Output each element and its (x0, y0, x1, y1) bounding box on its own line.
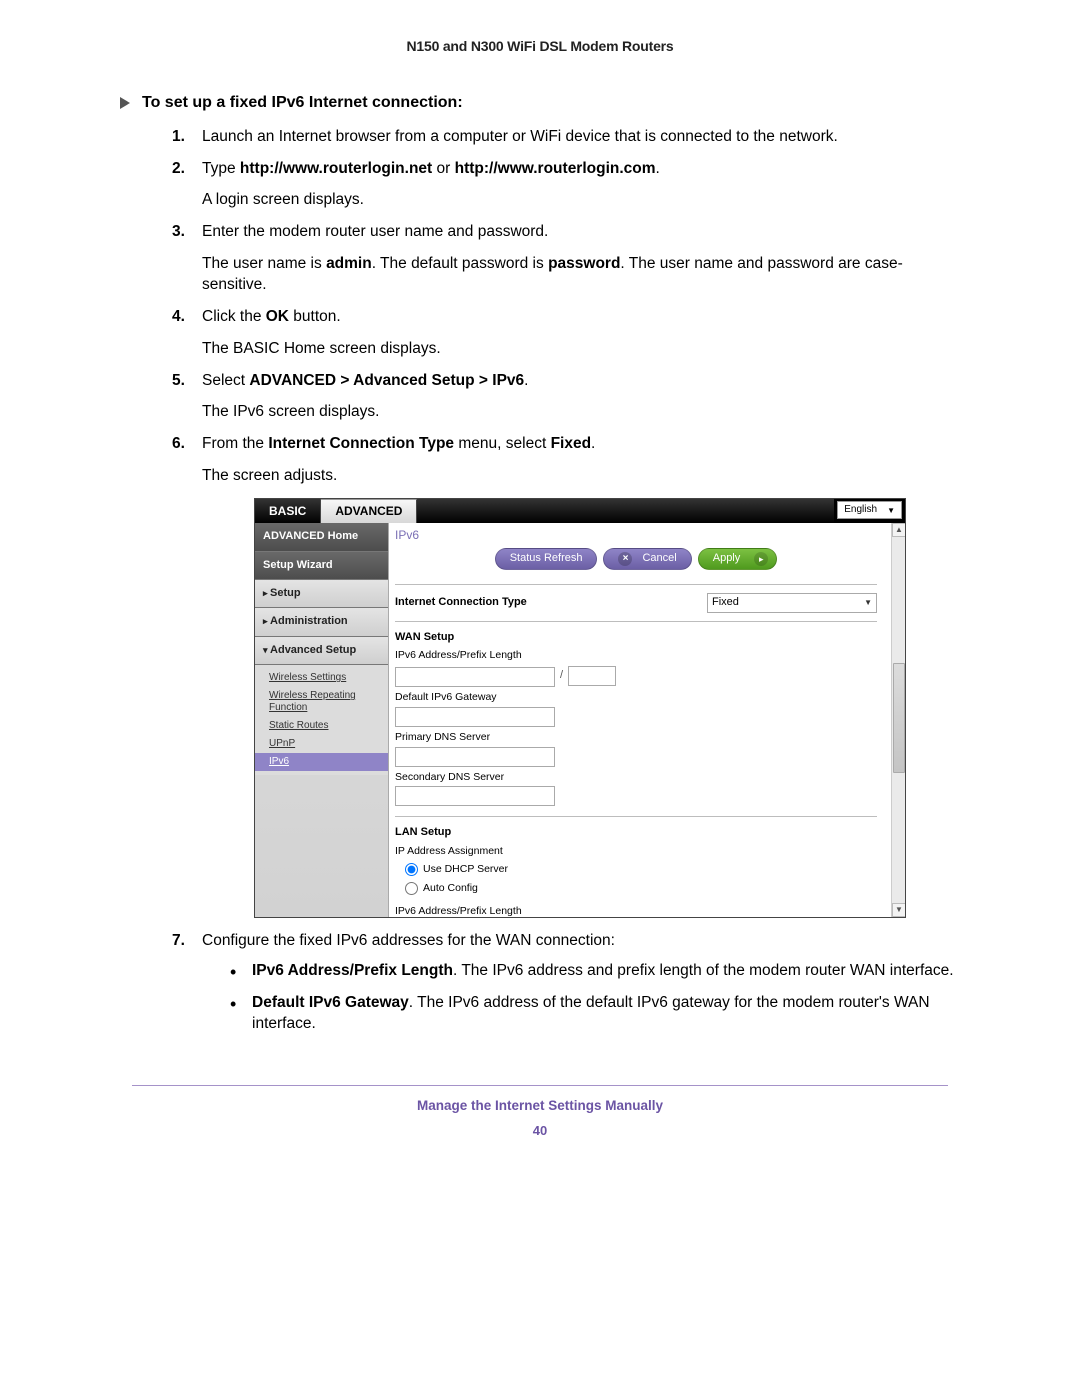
step-2-text: Type http://www.routerlogin.net or http:… (202, 160, 660, 177)
scroll-up-icon[interactable]: ▲ (892, 523, 905, 537)
sidebar-link-upnp[interactable]: UPnP (255, 735, 388, 753)
radio-auto-label: Auto Config (423, 881, 478, 896)
close-icon: × (618, 552, 632, 566)
tab-bar: BASIC ADVANCED English ▼ (255, 499, 905, 523)
sidebar-item-admin[interactable]: Administration (255, 608, 388, 636)
connection-type-value: Fixed (712, 595, 739, 610)
secondary-dns-label: Secondary DNS Server (395, 770, 877, 785)
ipv6-address-input[interactable] (395, 667, 555, 687)
sidebar-link-repeating[interactable]: Wireless Repeating Function (255, 687, 388, 717)
step-6-text: From the Internet Connection Type menu, … (202, 435, 595, 452)
sidebar-link-wireless[interactable]: Wireless Settings (255, 669, 388, 687)
step-4-text: Click the OK button. (202, 308, 341, 325)
scroll-thumb[interactable] (893, 663, 905, 773)
step-1: 1.Launch an Internet browser from a comp… (172, 126, 960, 148)
connection-type-select[interactable]: Fixed ▼ (707, 593, 877, 613)
connection-type-row: Internet Connection Type Fixed ▼ (395, 591, 877, 615)
ipv6-address-label: IPv6 Address/Prefix Length (395, 648, 877, 663)
sidebar-item-home[interactable]: ADVANCED Home (255, 523, 388, 551)
scrollbar[interactable]: ▲ ▼ (891, 523, 905, 917)
primary-dns-input[interactable] (395, 747, 555, 767)
step-7-bullets: IPv6 Address/Prefix Length. The IPv6 add… (230, 960, 960, 1035)
arrow-right-icon: ▸ (754, 552, 768, 566)
status-refresh-button[interactable]: Status Refresh (495, 548, 598, 570)
sidebar-link-static[interactable]: Static Routes (255, 717, 388, 735)
ip-assignment-label: IP Address Assignment (395, 844, 877, 859)
document-header: N150 and N300 WiFi DSL Modem Routers (120, 38, 960, 54)
section-heading: To set up a fixed IPv6 Internet connecti… (120, 94, 960, 112)
lan-setup-title: LAN Setup (395, 825, 877, 840)
connection-type-label: Internet Connection Type (395, 595, 575, 610)
router-screenshot: BASIC ADVANCED English ▼ ADVANCED Home S… (254, 498, 906, 918)
chevron-down-icon: ▼ (887, 505, 895, 516)
triangle-icon (120, 97, 130, 109)
step-6-sub: The screen adjusts. (202, 465, 960, 487)
chevron-down-icon: ▼ (864, 597, 872, 608)
step-4-sub: The BASIC Home screen displays. (202, 338, 960, 360)
tab-basic[interactable]: BASIC (255, 499, 321, 523)
sidebar-item-wizard[interactable]: Setup Wizard (255, 552, 388, 580)
apply-button[interactable]: Apply▸ (698, 548, 778, 570)
footer-text: Manage the Internet Settings Manually (120, 1098, 960, 1113)
sidebar-item-setup[interactable]: Setup (255, 580, 388, 608)
radio-dhcp[interactable] (405, 863, 418, 876)
ipv6-prefix-input[interactable] (568, 666, 616, 686)
step-2: 2. Type http://www.routerlogin.net or ht… (172, 158, 960, 211)
step-5: 5. Select ADVANCED > Advanced Setup > IP… (172, 370, 960, 423)
radio-auto-row[interactable]: Auto Config (395, 881, 877, 896)
default-gateway-label: Default IPv6 Gateway (395, 690, 877, 705)
panel-title: IPv6 (395, 523, 877, 546)
footer-divider (132, 1085, 948, 1086)
cancel-button[interactable]: ×Cancel (603, 548, 691, 570)
bullet-2: Default IPv6 Gateway. The IPv6 address o… (230, 992, 960, 1035)
step-7: 7. Configure the fixed IPv6 addresses fo… (172, 930, 960, 1035)
step-4: 4. Click the OK button. The BASIC Home s… (172, 306, 960, 359)
button-row: Status Refresh ×Cancel Apply▸ (395, 546, 877, 578)
heading-text: To set up a fixed IPv6 Internet connecti… (142, 94, 463, 112)
step-6: 6. From the Internet Connection Type men… (172, 433, 960, 918)
steps-list: 1.Launch an Internet browser from a comp… (172, 126, 960, 1035)
scroll-down-icon[interactable]: ▼ (892, 903, 905, 917)
step-2-sub: A login screen displays. (202, 189, 960, 211)
step-5-text: Select ADVANCED > Advanced Setup > IPv6. (202, 372, 528, 389)
language-select[interactable]: English ▼ (837, 501, 902, 519)
radio-dhcp-row[interactable]: Use DHCP Server (395, 862, 877, 877)
step-7-text: Configure the fixed IPv6 addresses for t… (202, 932, 615, 949)
sidebar: ADVANCED Home Setup Wizard Setup Adminis… (255, 523, 389, 917)
wan-setup-title: WAN Setup (395, 630, 877, 645)
step-3: 3. Enter the modem router user name and … (172, 221, 960, 296)
language-value: English (844, 503, 877, 517)
page-number: 40 (120, 1123, 960, 1138)
tab-advanced[interactable]: ADVANCED (321, 499, 417, 523)
lan-ipv6-address-label: IPv6 Address/Prefix Length (395, 904, 877, 918)
radio-dhcp-label: Use DHCP Server (423, 862, 508, 877)
default-gateway-input[interactable] (395, 707, 555, 727)
sidebar-link-ipv6[interactable]: IPv6 (255, 753, 388, 771)
content-area: IPv6 Status Refresh ×Cancel Apply▸ Inter… (389, 523, 905, 917)
sidebar-subnav: Wireless Settings Wireless Repeating Fun… (255, 665, 388, 775)
sidebar-item-advsetup[interactable]: Advanced Setup (255, 637, 388, 665)
radio-auto[interactable] (405, 882, 418, 895)
step-5-sub: The IPv6 screen displays. (202, 401, 960, 423)
step-3-text: Enter the modem router user name and pas… (202, 223, 548, 240)
primary-dns-label: Primary DNS Server (395, 730, 877, 745)
bullet-1: IPv6 Address/Prefix Length. The IPv6 add… (230, 960, 960, 982)
step-1-text: Launch an Internet browser from a comput… (202, 128, 838, 145)
secondary-dns-input[interactable] (395, 786, 555, 806)
step-3-sub: The user name is admin. The default pass… (202, 253, 960, 296)
